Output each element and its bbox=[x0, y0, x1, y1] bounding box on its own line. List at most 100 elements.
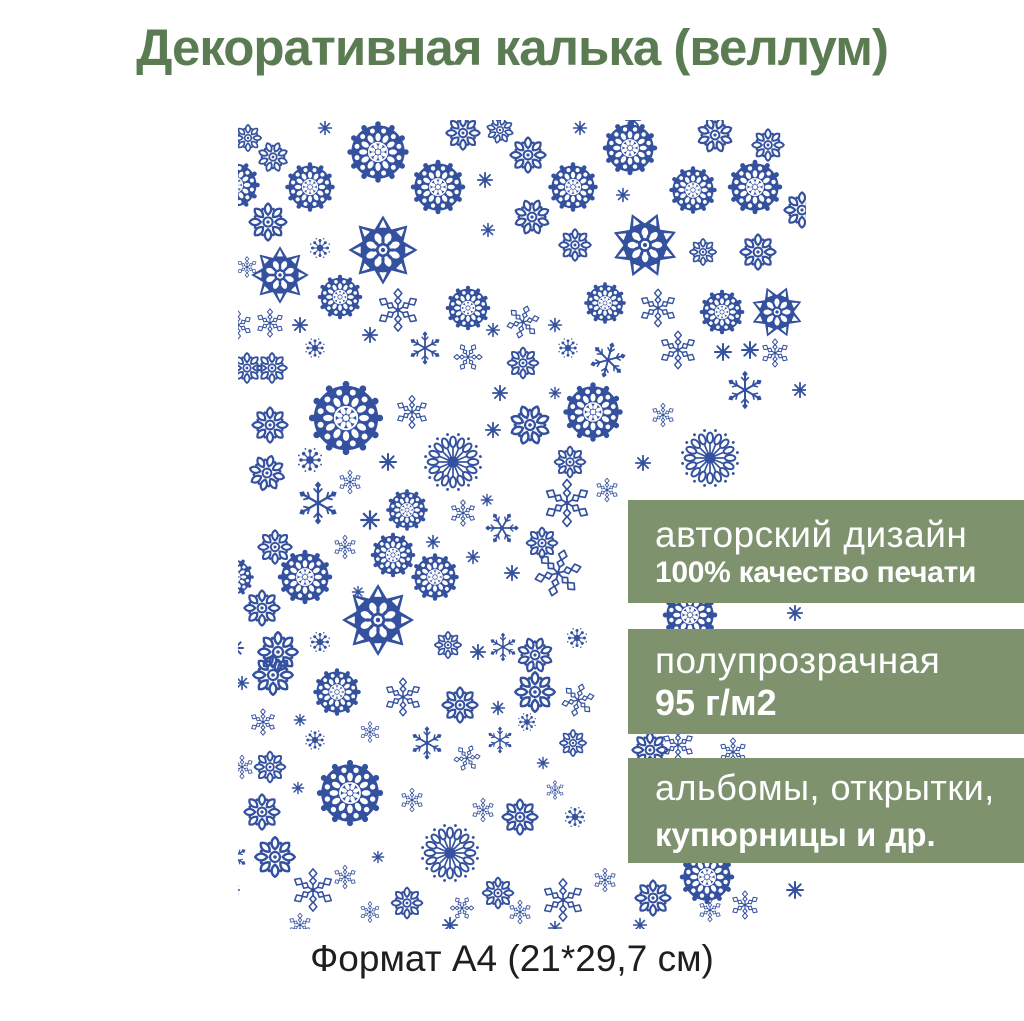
snowflake-D bbox=[251, 406, 289, 444]
snowflake-D bbox=[553, 445, 587, 479]
snowflake-E bbox=[238, 841, 248, 873]
snowflake-D bbox=[243, 589, 281, 627]
snowflake-E bbox=[296, 480, 340, 526]
snowflake-D bbox=[483, 120, 517, 147]
snowflake-F bbox=[333, 864, 357, 890]
snowflake-B bbox=[370, 532, 416, 578]
page-title: Декоративная калька (веллум) bbox=[136, 19, 889, 76]
snowflake-G bbox=[785, 880, 805, 900]
snowflake-F bbox=[238, 310, 253, 340]
snowflake-G bbox=[480, 493, 494, 507]
snowflake-G bbox=[476, 171, 494, 189]
snowflake-B bbox=[445, 285, 491, 331]
snowflake-F bbox=[760, 338, 790, 368]
snowflake-B bbox=[410, 552, 460, 602]
snowflake-B bbox=[410, 159, 466, 215]
snowflake-G bbox=[547, 317, 563, 333]
snowflake-C bbox=[679, 427, 741, 489]
snowflake-F bbox=[338, 469, 362, 495]
snowflake-D bbox=[688, 237, 718, 267]
snowflake-B bbox=[312, 667, 362, 717]
snowflake-D bbox=[243, 793, 281, 831]
snowflake-D bbox=[253, 750, 287, 784]
snowflake-G bbox=[238, 882, 241, 898]
snowflake-F bbox=[376, 288, 420, 332]
snowflake-D bbox=[252, 136, 294, 178]
snowflake-B bbox=[307, 379, 385, 457]
snowflake-F bbox=[359, 901, 381, 923]
snowflake-G bbox=[572, 120, 588, 136]
snowflake-G bbox=[713, 342, 733, 362]
snowflake-H bbox=[304, 729, 326, 751]
snowflake-C bbox=[419, 822, 481, 884]
snowflake-F bbox=[557, 679, 599, 721]
snowflake-D bbox=[783, 191, 806, 229]
snowflake-D bbox=[441, 686, 479, 724]
banner-line-primary: полупрозрачная bbox=[655, 640, 941, 681]
snowflake-F bbox=[502, 301, 544, 343]
snowflake-G bbox=[485, 322, 501, 338]
snowflake-D bbox=[244, 450, 290, 496]
snowflake-H bbox=[564, 806, 586, 828]
snowflake-H bbox=[309, 237, 331, 259]
snowflake-G bbox=[634, 454, 652, 472]
snowflake-G bbox=[536, 756, 550, 770]
snowflake-D bbox=[739, 233, 777, 271]
snowflake-B bbox=[238, 556, 255, 598]
snowflake-G bbox=[480, 222, 496, 238]
snowflake-E bbox=[478, 504, 526, 552]
snowflake-F bbox=[249, 708, 277, 736]
snowflake-F bbox=[639, 288, 677, 328]
snowflake-G bbox=[317, 120, 333, 136]
snowflake-B bbox=[602, 120, 658, 176]
snowflake-B bbox=[547, 161, 599, 213]
snowflake-A bbox=[340, 582, 416, 658]
snowflake-B bbox=[385, 488, 429, 532]
snowflake-D bbox=[506, 346, 540, 380]
snowflake-E bbox=[488, 631, 518, 663]
snowflake-G bbox=[503, 564, 521, 582]
snowflake-G bbox=[371, 850, 385, 864]
snowflake-A bbox=[249, 244, 310, 305]
snowflake-G bbox=[469, 643, 487, 661]
snowflake-B bbox=[284, 161, 336, 213]
snowflake-H bbox=[309, 631, 331, 653]
snowflake-F bbox=[730, 890, 760, 920]
snowflake-F bbox=[400, 787, 424, 813]
snowflake-F bbox=[541, 878, 585, 922]
snowflake-G bbox=[547, 920, 563, 929]
feature-banner-design: авторский дизайн 100% качество печати bbox=[628, 500, 1024, 603]
banner-line-primary: авторский дизайн bbox=[655, 513, 968, 555]
snowflake-F bbox=[659, 330, 697, 370]
snowflake-F bbox=[545, 780, 565, 800]
snowflake-G bbox=[293, 713, 307, 727]
snowflake-A bbox=[347, 214, 419, 286]
snowflake-G bbox=[291, 316, 309, 334]
snowflake-D bbox=[501, 798, 539, 836]
snowflake-B bbox=[562, 381, 624, 443]
snowflake-H bbox=[557, 337, 579, 359]
banner-line-secondary: 95 г/м2 bbox=[655, 682, 777, 723]
snowflake-A bbox=[599, 199, 691, 291]
snowflake-B bbox=[315, 758, 385, 828]
snowflake-G bbox=[548, 386, 562, 400]
snowflake-D bbox=[445, 120, 481, 151]
snowflake-D bbox=[507, 192, 557, 242]
snowflake-F bbox=[288, 912, 312, 929]
snowflake-G bbox=[490, 700, 506, 716]
snowflake-G bbox=[360, 510, 380, 530]
snowflake-D bbox=[634, 879, 672, 917]
snowflake-F bbox=[255, 308, 285, 338]
banner-line-secondary: 100% качество печати bbox=[655, 555, 977, 589]
snowflake-E bbox=[725, 369, 765, 411]
snowflake-D bbox=[253, 835, 297, 879]
snowflake-D bbox=[558, 728, 588, 758]
snowflake-H bbox=[297, 447, 323, 473]
snowflake-B bbox=[346, 120, 410, 184]
snowflake-D bbox=[509, 136, 547, 174]
snowflake-D bbox=[525, 526, 559, 560]
snowflake-D bbox=[248, 202, 288, 242]
snowflake-G bbox=[238, 638, 245, 658]
snowflake-G bbox=[425, 534, 441, 550]
snowflake-C bbox=[422, 431, 484, 493]
